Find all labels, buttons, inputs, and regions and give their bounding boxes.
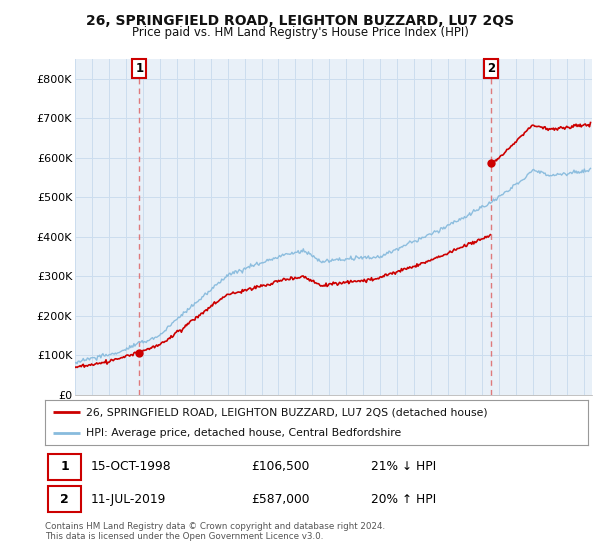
Text: Contains HM Land Registry data © Crown copyright and database right 2024.
This d: Contains HM Land Registry data © Crown c… [45,522,385,542]
Text: 26, SPRINGFIELD ROAD, LEIGHTON BUZZARD, LU7 2QS: 26, SPRINGFIELD ROAD, LEIGHTON BUZZARD, … [86,14,514,28]
Text: 1: 1 [60,460,69,473]
Text: 2: 2 [60,493,69,506]
Text: 26, SPRINGFIELD ROAD, LEIGHTON BUZZARD, LU7 2QS (detached house): 26, SPRINGFIELD ROAD, LEIGHTON BUZZARD, … [86,408,487,418]
Text: 21% ↓ HPI: 21% ↓ HPI [371,460,436,473]
Text: HPI: Average price, detached house, Central Bedfordshire: HPI: Average price, detached house, Cent… [86,428,401,438]
Text: 2: 2 [487,62,495,75]
FancyBboxPatch shape [48,454,82,480]
Text: 1: 1 [135,62,143,75]
Text: £106,500: £106,500 [251,460,310,473]
Text: 20% ↑ HPI: 20% ↑ HPI [371,493,436,506]
Text: 11-JUL-2019: 11-JUL-2019 [91,493,167,506]
Text: 15-OCT-1998: 15-OCT-1998 [91,460,172,473]
FancyBboxPatch shape [48,486,82,512]
Text: £587,000: £587,000 [251,493,310,506]
Text: Price paid vs. HM Land Registry's House Price Index (HPI): Price paid vs. HM Land Registry's House … [131,26,469,39]
